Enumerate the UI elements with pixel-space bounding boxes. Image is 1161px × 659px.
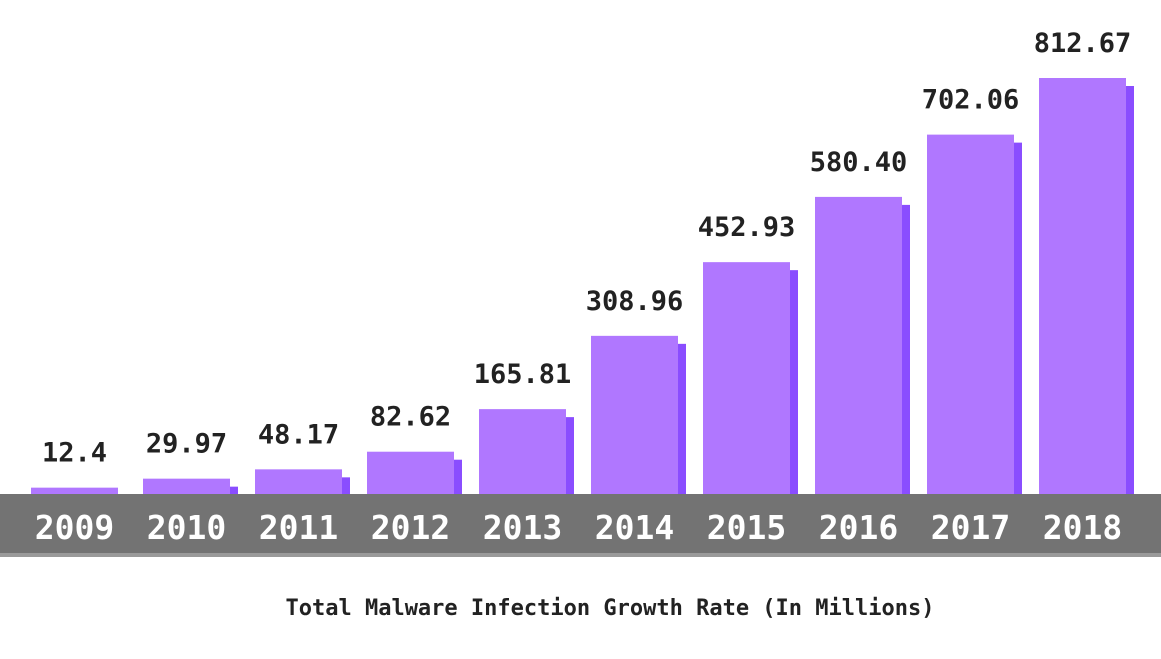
bar-side-2017 bbox=[1014, 142, 1022, 494]
bar-2012 bbox=[367, 451, 454, 494]
bar-2014 bbox=[591, 335, 678, 494]
bars-group bbox=[31, 78, 1134, 494]
value-labels-group: 12.4 29.97 48.17 82.62 165.81 308.96 452.93 580… bbox=[42, 28, 1131, 469]
chart-caption: Total Malware Infection Growth Rate (In … bbox=[285, 596, 934, 621]
bar-side-2016 bbox=[902, 204, 910, 494]
bar-side-2013 bbox=[566, 417, 574, 494]
x-tick-label-2017: 2017 bbox=[931, 508, 1010, 547]
bar-side-2012 bbox=[454, 459, 462, 494]
value-label-2014: 308.96 bbox=[586, 286, 684, 317]
bar-side-2015 bbox=[790, 270, 798, 494]
x-tick-label-2013: 2013 bbox=[483, 508, 562, 547]
bar-2011 bbox=[255, 469, 342, 494]
value-label-2015: 452.93 bbox=[698, 212, 796, 243]
value-label-2010: 29.97 bbox=[146, 429, 227, 460]
x-tick-labels-group: 2009 2010 2011 2012 2013 2014 2015 2016 2017 2018 bbox=[35, 508, 1122, 547]
bar-2015 bbox=[703, 262, 790, 494]
value-label-2011: 48.17 bbox=[258, 419, 339, 450]
value-label-2013: 165.81 bbox=[474, 359, 572, 390]
bar-2013 bbox=[479, 409, 566, 494]
x-tick-label-2011: 2011 bbox=[259, 508, 338, 547]
x-tick-label-2012: 2012 bbox=[371, 508, 450, 547]
bar-side-2011 bbox=[342, 477, 350, 494]
bar-side-2018 bbox=[1126, 86, 1134, 494]
value-label-2018: 812.67 bbox=[1034, 28, 1132, 59]
value-label-2012: 82.62 bbox=[370, 402, 451, 433]
bar-2016 bbox=[815, 196, 902, 494]
x-axis-band bbox=[0, 494, 1161, 556]
x-tick-label-2015: 2015 bbox=[707, 508, 786, 547]
bar-side-2010 bbox=[230, 486, 238, 494]
value-label-2017: 702.06 bbox=[922, 85, 1020, 116]
x-tick-label-2018: 2018 bbox=[1043, 508, 1122, 547]
x-tick-label-2016: 2016 bbox=[819, 508, 898, 547]
bar-2010 bbox=[143, 478, 230, 494]
value-label-2016: 580.40 bbox=[810, 147, 908, 178]
bar-side-2014 bbox=[678, 343, 686, 494]
value-label-2009: 12.4 bbox=[42, 438, 107, 469]
x-axis-band-bottom-edge bbox=[0, 553, 1161, 557]
bar-2017 bbox=[927, 134, 1014, 494]
bar-2009 bbox=[31, 487, 118, 494]
x-tick-label-2009: 2009 bbox=[35, 508, 114, 547]
x-tick-label-2014: 2014 bbox=[595, 508, 674, 547]
bar-2018 bbox=[1039, 78, 1126, 494]
x-tick-label-2010: 2010 bbox=[147, 508, 226, 547]
